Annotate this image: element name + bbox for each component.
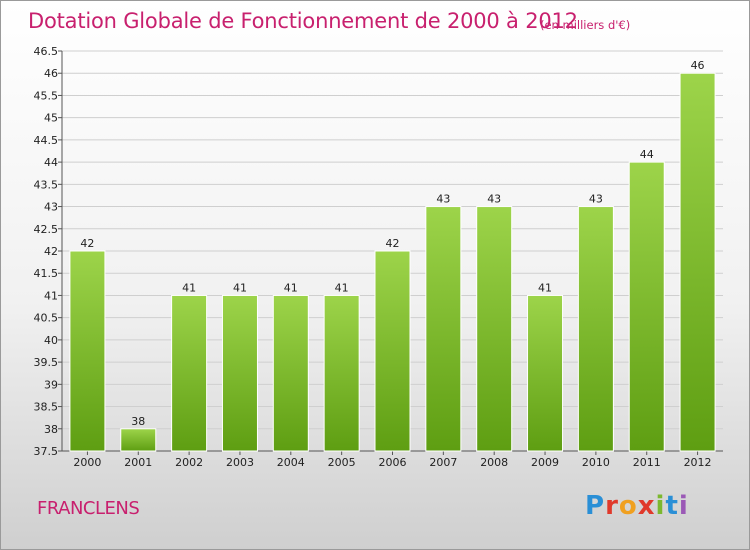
y-tick-label: 45.5 <box>34 89 59 102</box>
chart-subtitle: (en milliers d'€) <box>540 18 631 32</box>
x-tick-label: 2010 <box>582 456 610 469</box>
y-tick-label: 40.5 <box>34 312 59 325</box>
bar-2004 <box>272 294 309 452</box>
bar-2009 <box>527 294 564 452</box>
proxiti-logo: Proxiti <box>585 491 689 521</box>
y-tick-label: 46.5 <box>34 45 59 58</box>
chart-title: Dotation Globale de Fonctionnement de 20… <box>28 9 578 33</box>
y-tick-label: 44 <box>44 156 58 169</box>
label-layer: 42 38 41 41 41 41 42 43 43 41 43 44 46 <box>80 59 704 428</box>
bar-value-label: 41 <box>284 281 298 294</box>
x-tick-label: 2009 <box>531 456 559 469</box>
bar-value-label: 41 <box>182 281 196 294</box>
bar-value-label: 42 <box>80 237 94 250</box>
bar-2005 <box>323 294 360 452</box>
bar-2003 <box>221 294 258 452</box>
bar-value-label: 46 <box>691 59 705 72</box>
commune-name: FRANCLENS <box>37 498 140 519</box>
bar-value-label: 43 <box>436 193 450 206</box>
bar-value-label: 41 <box>335 281 349 294</box>
x-tick-label: 2012 <box>684 456 712 469</box>
x-tick-label: 2008 <box>480 456 508 469</box>
x-tick-label: 2004 <box>277 456 305 469</box>
bar-value-label: 43 <box>487 193 501 206</box>
x-tick-label: 2002 <box>175 456 203 469</box>
bar-2007 <box>425 206 462 452</box>
bar-2000 <box>69 250 106 452</box>
bar-layer <box>69 72 716 452</box>
bar-2001 <box>120 428 157 452</box>
bar-value-label: 44 <box>640 148 654 161</box>
bar-2010 <box>577 206 614 452</box>
bar-value-label: 41 <box>233 281 247 294</box>
x-tick-label: 2011 <box>633 456 661 469</box>
bar-value-label: 38 <box>131 415 145 428</box>
x-tick-label: 2003 <box>226 456 254 469</box>
y-tick-label: 44.5 <box>34 134 59 147</box>
bar-2012 <box>679 72 716 452</box>
bar-2008 <box>476 206 513 452</box>
x-tick-label: 2001 <box>124 456 152 469</box>
bar-2011 <box>628 161 665 452</box>
bar-value-label: 42 <box>386 237 400 250</box>
x-tick-label: 2005 <box>328 456 356 469</box>
x-tick-label: 2000 <box>73 456 101 469</box>
y-tick-label: 39.5 <box>34 356 59 369</box>
x-tick-label: 2006 <box>379 456 407 469</box>
y-tick-label: 39 <box>44 378 58 391</box>
bar-value-label: 41 <box>538 281 552 294</box>
y-tick-label: 38.5 <box>34 401 59 414</box>
y-tick-label: 43 <box>44 201 58 214</box>
y-tick-label: 41 <box>44 289 58 302</box>
bar-2006 <box>374 250 411 452</box>
y-tick-label: 43.5 <box>34 178 59 191</box>
bar-value-label: 43 <box>589 193 603 206</box>
x-tick-label: 2007 <box>429 456 457 469</box>
y-tick-label: 37.5 <box>34 445 59 458</box>
y-tick-label: 42.5 <box>34 223 59 236</box>
y-tick-label: 41.5 <box>34 267 59 280</box>
y-tick-label: 40 <box>44 334 58 347</box>
y-tick-label: 38 <box>44 423 58 436</box>
axis-layer: 37.5 38 38.5 39 39.5 40 40.5 41 41.5 42 42.5 43 43.5… <box>34 45 723 469</box>
y-tick-label: 45 <box>44 112 58 125</box>
y-tick-label: 46 <box>44 67 58 80</box>
y-tick-label: 42 <box>44 245 58 258</box>
bar-2002 <box>171 294 208 452</box>
